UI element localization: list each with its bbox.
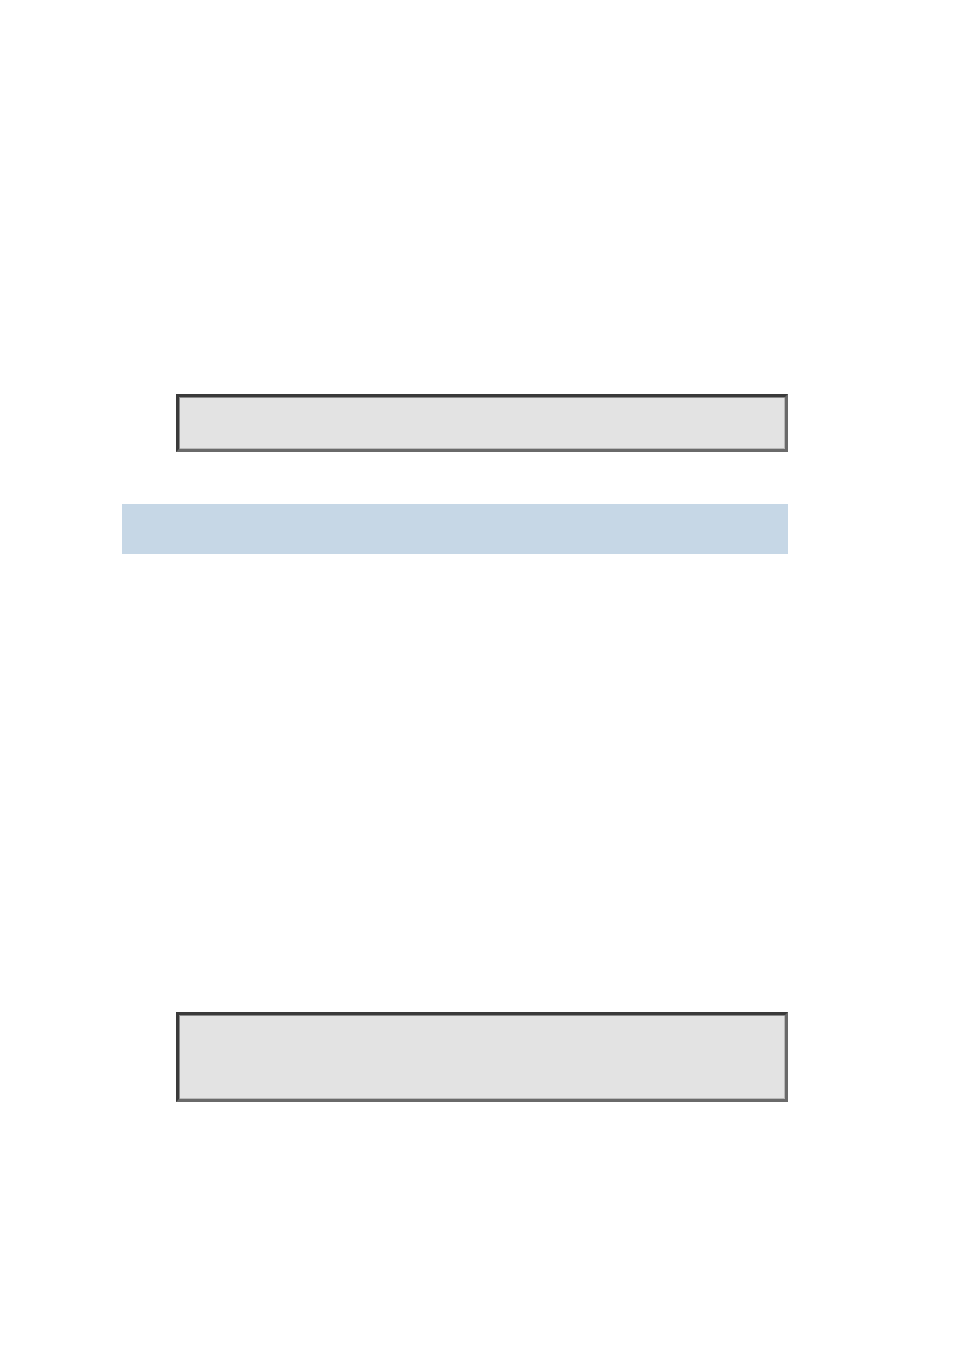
gray-panel-bottom bbox=[176, 1012, 788, 1102]
gray-panel-top bbox=[176, 394, 788, 452]
blue-band bbox=[122, 504, 788, 554]
